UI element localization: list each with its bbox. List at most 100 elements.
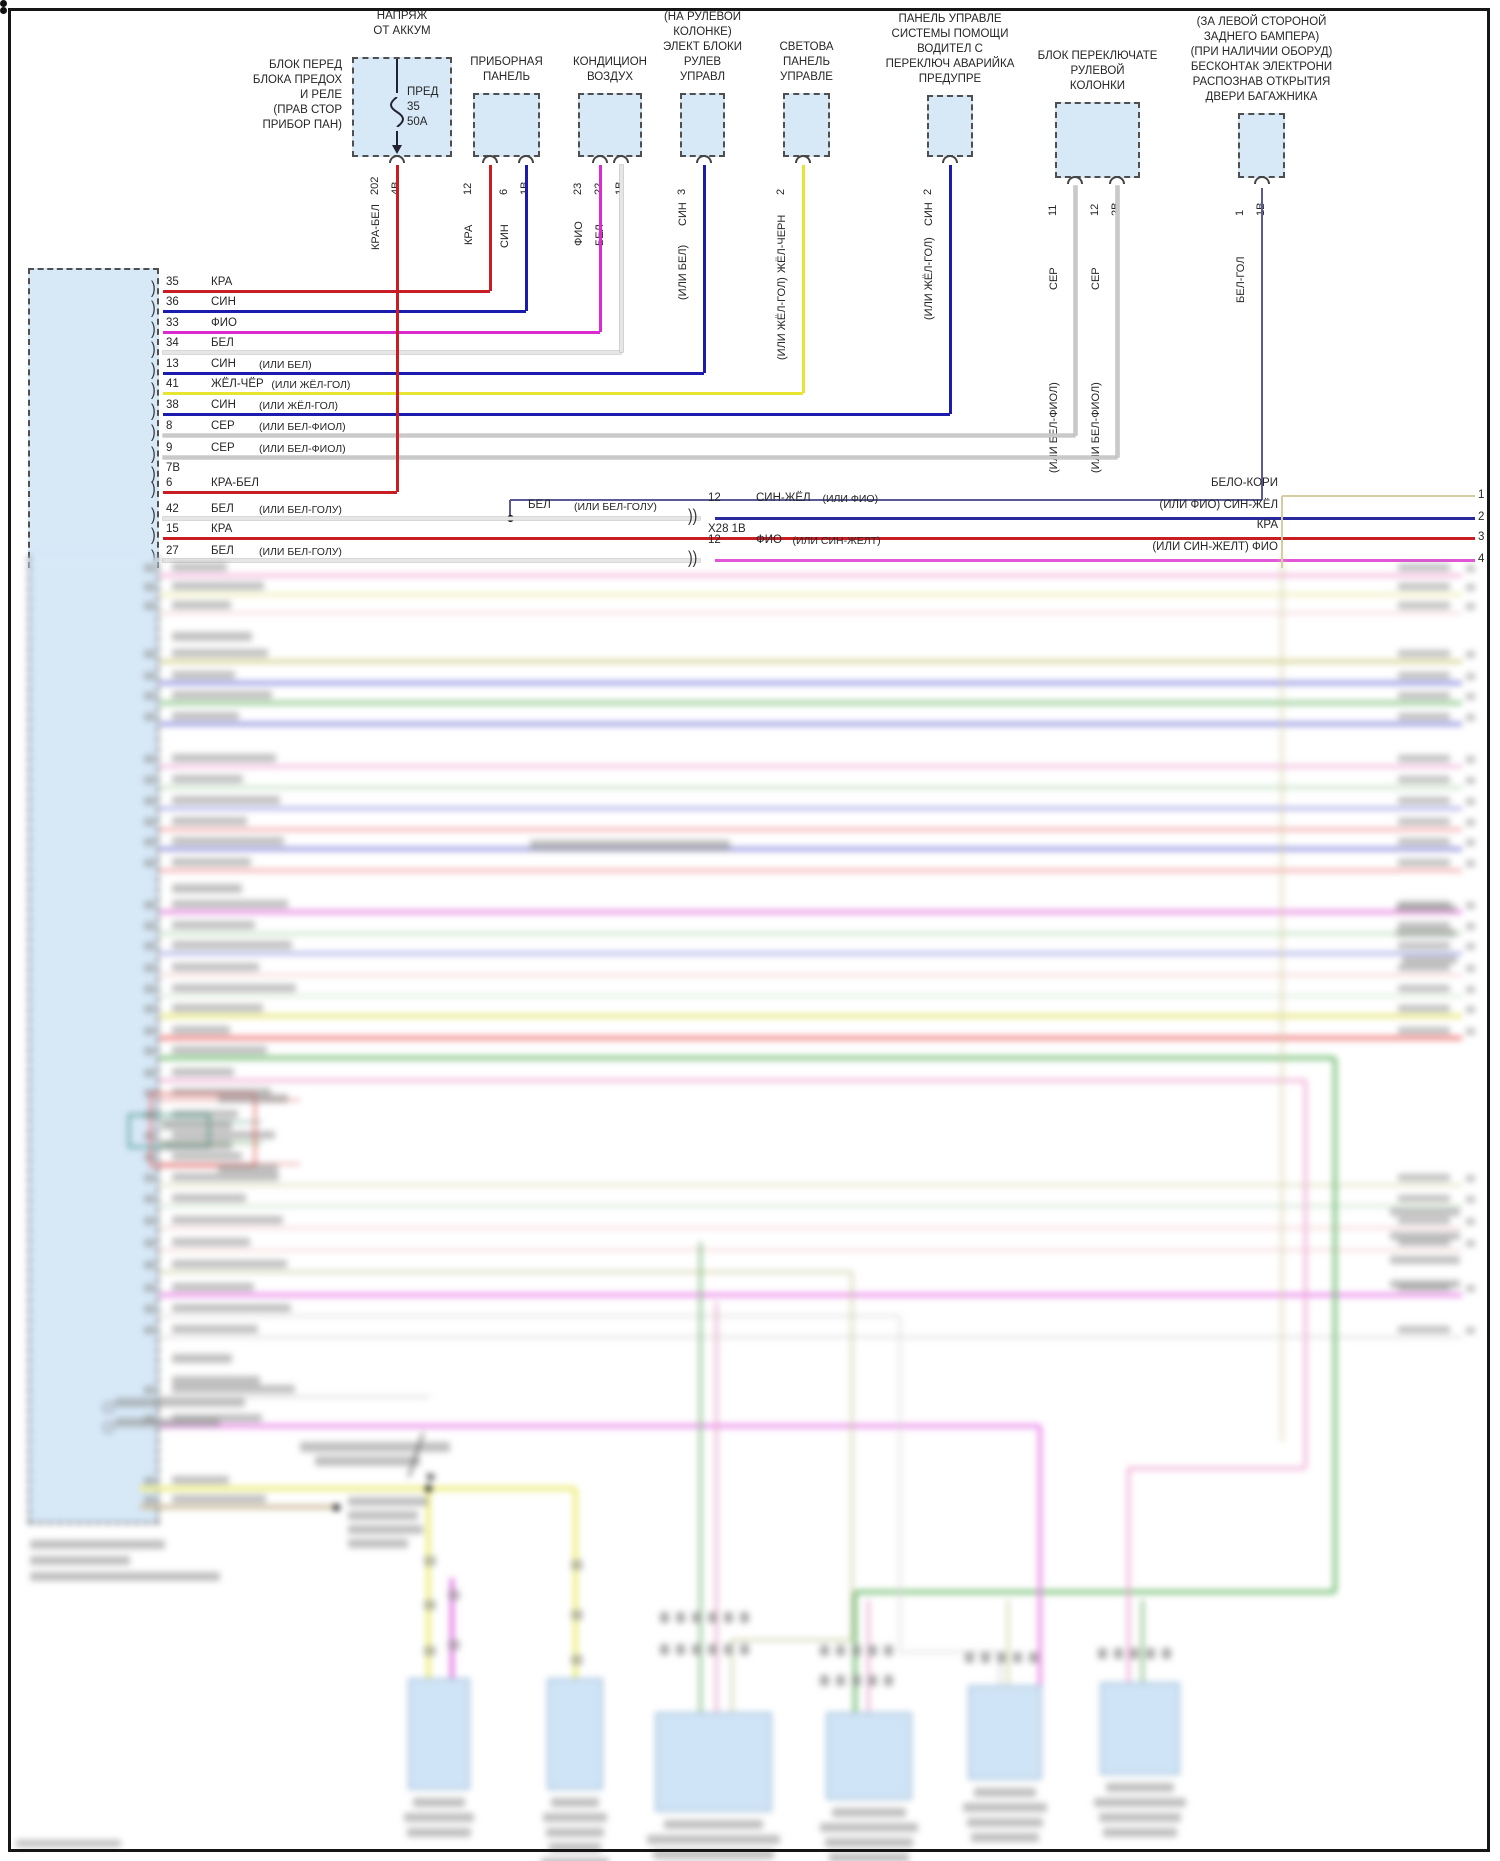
pin-bracket-icon: ): [151, 338, 156, 358]
blurred-wire: [160, 1204, 1462, 1208]
blurred-wire: [898, 1316, 902, 1652]
blurred-right-label: [1398, 1239, 1450, 1246]
wire-color-label: БЕЛ: [528, 499, 551, 511]
wire-color-label: БЕЛ: [211, 337, 234, 349]
wire-color-alt-label: (ИЛИ БЕЛ): [259, 359, 312, 371]
pin-bracket-icon: ): [151, 400, 156, 420]
component-label-driver-assist-control-panel: ПРЕДУПРЕ: [918, 73, 982, 85]
blurred-right-label: [1398, 1217, 1450, 1224]
wire: [163, 330, 600, 334]
blurred-pin-number: [144, 713, 155, 721]
blurred-right-pin: [1466, 693, 1475, 700]
blurred-connector-pin: [884, 1675, 893, 1686]
blurred-pin-number: [144, 1477, 155, 1485]
blurred-right-label: [1398, 1326, 1450, 1333]
blurred-wire: [160, 1078, 1305, 1082]
blurred-wire-label: [172, 1385, 295, 1393]
blurred-right-label: [1398, 818, 1450, 825]
blurred-component-label: [653, 1850, 774, 1859]
blurred-right-label: [1398, 602, 1450, 609]
blurred-text: [424, 1556, 436, 1566]
blurred-pin-number: [144, 985, 155, 993]
blurred-text: [1390, 1256, 1460, 1264]
component-box-driver-assist-control-panel: [927, 95, 973, 157]
pin-bracket-icon: ): [151, 277, 156, 297]
blurred-right-pin: [1466, 860, 1475, 867]
blurred-wire: [160, 1424, 1040, 1428]
blurred-wire: [1006, 1600, 1010, 1685]
blurred-pin-number: [144, 583, 155, 591]
blurred-text: [162, 1140, 232, 1150]
blurred-pin-number: [144, 818, 155, 826]
blurred-right-pin: [1466, 565, 1475, 572]
blurred-component-label: [970, 1833, 1040, 1842]
blurred-wire: [732, 1638, 852, 1642]
left-connector-block: [28, 268, 159, 568]
component-label-steering-column-switch-block: БЛОК ПЕРЕКЛЮЧАТЕ: [1037, 50, 1158, 62]
wire-color-label: КРА: [211, 276, 233, 288]
blurred-connector-pin: [852, 1675, 861, 1686]
blurred-text: [348, 1525, 423, 1534]
blurred-wire: [160, 1056, 1335, 1060]
blurred-right-pin: [1466, 584, 1475, 591]
component-label-trunk-door-open-sensor: (ЗА ЛЕВОЙ СТОРОНОЙ: [1196, 16, 1327, 28]
blurred-pin-number: [144, 838, 155, 846]
blurred-component-label: [962, 1803, 1048, 1812]
blurred-pin-number: [144, 1217, 155, 1225]
blurred-connector-pin: [1162, 1648, 1171, 1659]
blurred-connector-pin: [852, 1645, 861, 1656]
blurred-component-label: [663, 1820, 764, 1829]
blurred-arrow-head-icon: [423, 1472, 437, 1485]
blurred-right-label: [1398, 1027, 1450, 1034]
blurred-pin-number: [144, 1195, 155, 1203]
blurred-wire-label: [172, 858, 251, 866]
right-edge-pin-number: 3: [1478, 531, 1485, 543]
right-edge-pin-number: 1: [1478, 489, 1485, 501]
blurred-connector-pin: [820, 1675, 829, 1686]
blurred-text: [348, 1511, 418, 1520]
blurred-wire-label: [172, 837, 284, 845]
wire-bel-gol: [510, 498, 1262, 502]
component-box-ac-panel: [578, 93, 642, 157]
component-label-steering-column-electric-units: ЭЛЕКТ БЛОКИ: [662, 41, 743, 53]
blurred-text: [448, 1590, 460, 1600]
blurred-wire-label: [172, 1088, 271, 1096]
blurred-right-pin: [1466, 777, 1475, 784]
blurred-right-pin: [1466, 1240, 1475, 1247]
wire-color-alt-label: (ИЛИ БЕЛ-ГОЛУ): [259, 546, 342, 558]
connector-pin-arc: [1067, 176, 1083, 184]
connector-pin-arc: [1109, 176, 1125, 184]
blurred-right-pin: [1466, 986, 1475, 993]
blurred-connector-pin: [708, 1612, 717, 1623]
blurred-wire-label: [172, 754, 276, 762]
blurred-right-pin: [1466, 1175, 1475, 1182]
right-edge-pin-number: 2: [1478, 511, 1485, 523]
blurred-wire: [866, 1600, 870, 1712]
blurred-component-label: [1094, 1798, 1186, 1807]
blurred-connector-pin: [820, 1645, 829, 1656]
blurred-right-label: [1398, 564, 1450, 571]
blurred-wire: [1140, 1600, 1144, 1682]
blurred-pin-number: [144, 776, 155, 784]
blurred-text: [172, 884, 242, 893]
blurred-wire: [160, 681, 1462, 685]
blurred-wire: [425, 1488, 431, 1678]
blurred-wire-label: [172, 1216, 283, 1224]
wire-color-label: СИН: [211, 358, 236, 370]
component-box-instrument-panel: [473, 93, 540, 157]
blurred-wire-label: [172, 649, 268, 657]
wire: [163, 289, 490, 293]
wire: [163, 350, 621, 354]
blurred-right-pin: [1466, 1285, 1475, 1292]
blurred-connector-pin: [1098, 1648, 1107, 1659]
blurred-connector-pin: [676, 1644, 685, 1655]
wire: [163, 391, 803, 395]
blurred-connector-pin: [965, 1652, 974, 1663]
fuse-number: 35: [407, 101, 420, 113]
blurred-pin-number: [144, 1153, 155, 1161]
blurred-pin-number: [144, 564, 155, 572]
pin-number: 38: [166, 399, 179, 411]
connector-pin-arc: [518, 155, 534, 163]
blurred-component-label: [819, 1823, 918, 1832]
wire-color-alt-label: (ИЛИ СИН-ЖЕЛТ): [792, 535, 881, 547]
